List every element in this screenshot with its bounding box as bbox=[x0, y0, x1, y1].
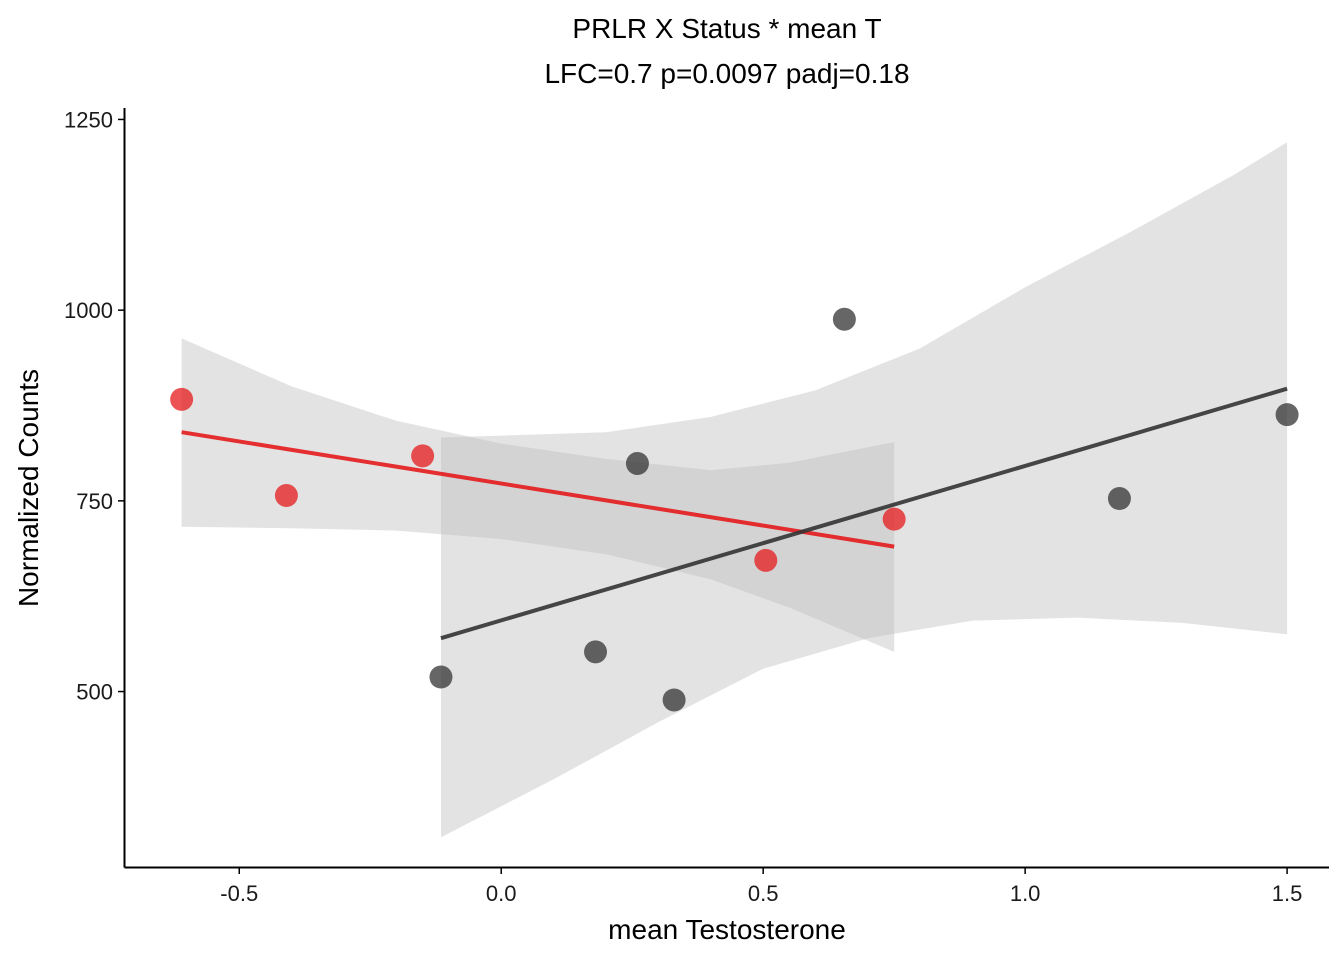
confidence-band-red bbox=[181, 338, 895, 652]
y-tick-label: 1250 bbox=[64, 107, 113, 132]
data-point-red-4 bbox=[754, 548, 778, 572]
confidence-bands bbox=[181, 142, 1288, 838]
y-tick-label: 500 bbox=[76, 680, 113, 705]
regression-line-red bbox=[181, 430, 895, 549]
data-point-red-5 bbox=[882, 507, 906, 531]
regression-lines bbox=[181, 386, 1288, 641]
chart-subtitle: LFC=0.7 p=0.0097 padj=0.18 bbox=[544, 58, 909, 89]
x-axis-title: mean Testosterone bbox=[608, 914, 846, 945]
data-point-dark-3 bbox=[625, 451, 649, 475]
x-tick-label: 1.0 bbox=[1010, 881, 1041, 906]
data-point-dark-2 bbox=[584, 640, 608, 664]
confidence-band-dark bbox=[441, 142, 1288, 838]
data-point-red-3 bbox=[411, 444, 435, 468]
x-tick-label: 0.5 bbox=[748, 881, 779, 906]
y-axis-ticks: 500 750 1000 1250 bbox=[64, 107, 125, 705]
data-point-red-1 bbox=[170, 387, 194, 411]
regression-line-dark bbox=[440, 386, 1288, 641]
data-point-dark-6 bbox=[1107, 487, 1131, 511]
data-points bbox=[170, 307, 1299, 712]
x-tick-label: 1.5 bbox=[1272, 881, 1303, 906]
x-tick-label: -0.5 bbox=[220, 881, 258, 906]
data-point-dark-1 bbox=[429, 665, 453, 689]
data-point-dark-4 bbox=[662, 688, 686, 712]
x-tick-label: 0.0 bbox=[486, 881, 517, 906]
y-axis-title: Normalized Counts bbox=[13, 369, 44, 607]
data-point-red-2 bbox=[274, 484, 298, 508]
data-point-dark-5 bbox=[832, 307, 856, 331]
data-point-dark-7 bbox=[1275, 403, 1299, 427]
x-axis-ticks: -0.5 0.0 0.5 1.0 1.5 bbox=[220, 867, 1303, 906]
y-tick-label: 750 bbox=[76, 489, 113, 514]
y-tick-label: 1000 bbox=[64, 298, 113, 323]
chart-title: PRLR X Status * mean T bbox=[572, 13, 881, 44]
